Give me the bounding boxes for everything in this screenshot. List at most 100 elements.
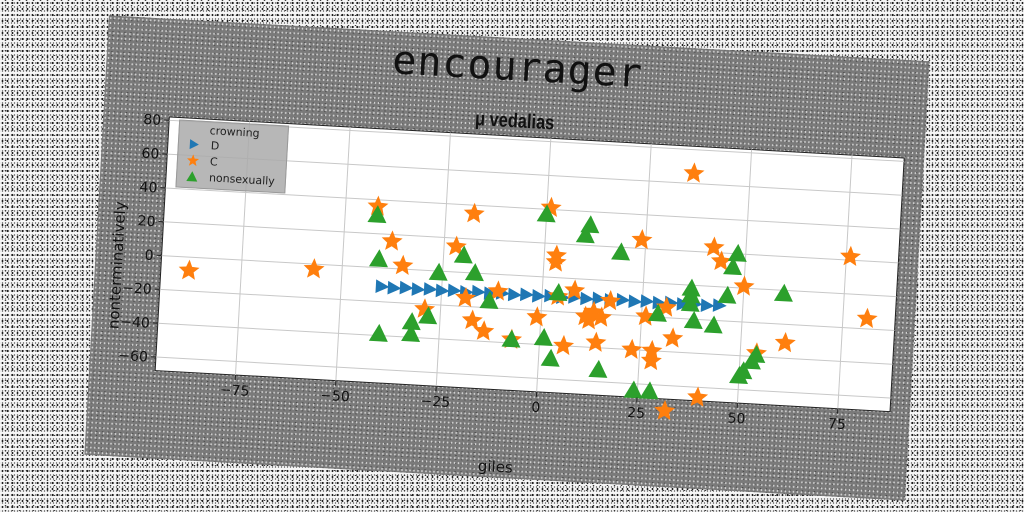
data-point-nonsexually: [501, 329, 521, 348]
y-tick-label: 80: [143, 112, 162, 129]
y-tick-label: 60: [141, 146, 160, 163]
data-point-nonsexually: [683, 310, 703, 329]
data-point-nonsexually: [575, 225, 595, 244]
data-point-nonsexually: [703, 315, 723, 334]
data-point-nonsexually: [418, 306, 438, 325]
tick-labels: −75 −50 −25 0 25 50 75 −60 −40 −20 0 20 40 60 80: [118, 112, 847, 433]
triangle-up-marker-icon: [186, 171, 198, 182]
data-point-c: [631, 229, 653, 250]
plot-area: −75 −50 −25 0 25 50 75 −60 −40 −20 0 20 40 60 80: [118, 112, 905, 433]
data-point-nonsexually: [533, 328, 553, 347]
x-tick-label: 75: [828, 416, 847, 433]
data-point-d: [507, 287, 522, 302]
data-point-c: [774, 331, 796, 353]
data-point-c: [683, 162, 705, 183]
data-point-d: [712, 298, 727, 312]
data-point-nonsexually: [723, 257, 743, 276]
data-point-c: [585, 331, 607, 352]
triangle-right-marker-icon: [189, 139, 199, 150]
legend-entry-d: D: [186, 137, 220, 153]
data-point-nonsexually: [428, 262, 448, 281]
data-point-c: [461, 309, 483, 330]
data-point-d: [435, 283, 450, 298]
x-tick-label: 0: [531, 400, 541, 416]
legend-title: crowning: [209, 124, 260, 140]
x-grid-line: [636, 143, 652, 398]
data-point-nonsexually: [401, 323, 421, 342]
data-point-c: [445, 235, 467, 256]
data-point-nonsexually: [464, 263, 484, 282]
data-point-nonsexually: [717, 285, 737, 304]
data-point-d: [580, 291, 595, 306]
legend-label-d: D: [210, 138, 220, 153]
data-point-c: [640, 349, 662, 371]
data-point-c: [414, 298, 436, 319]
data-point-d: [676, 297, 691, 311]
data-point-c: [621, 338, 643, 359]
data-point-nonsexually: [580, 215, 600, 234]
y-tick-label: 0: [144, 248, 154, 264]
data-point-d: [700, 298, 715, 313]
data-point-c: [178, 259, 200, 280]
data-point-d: [592, 291, 607, 306]
legend-entry-c: C: [186, 153, 218, 169]
data-point-c: [526, 306, 548, 327]
data-point-c: [455, 287, 476, 308]
y-tick-label: −40: [120, 314, 150, 332]
data-point-nonsexually: [540, 348, 560, 367]
y-tick-label: −20: [122, 280, 152, 298]
plot-background: [154, 116, 905, 413]
data-point-c: [635, 305, 657, 326]
data-point-nonsexually: [639, 381, 659, 400]
y-grid-line: [161, 255, 897, 298]
data-point-c: [574, 305, 596, 326]
data-point-c: [703, 236, 725, 257]
data-point-c: [545, 251, 567, 272]
y-grid-line: [155, 356, 891, 399]
data-marks: [178, 162, 878, 421]
legend-label-c: C: [209, 154, 218, 169]
data-point-c: [733, 275, 755, 296]
data-point-d: [532, 289, 546, 303]
data-point-c: [856, 307, 878, 329]
data-point-d: [423, 282, 438, 296]
grid-lines: [155, 119, 905, 409]
data-point-nonsexually: [680, 293, 700, 312]
data-point-d: [375, 279, 390, 293]
data-point-nonsexually: [623, 380, 643, 399]
x-tick-label: −75: [219, 382, 249, 400]
x-grid-line: [435, 132, 451, 387]
data-point-nonsexually: [681, 285, 701, 304]
data-point-nonsexually: [611, 242, 631, 261]
data-point-nonsexually: [367, 205, 387, 224]
data-point-d: [399, 280, 414, 295]
y-grid-line: [157, 322, 893, 365]
x-grid-line: [837, 155, 853, 409]
data-point-d: [616, 292, 631, 307]
data-point-nonsexually: [588, 359, 608, 378]
data-point-c: [662, 327, 684, 348]
x-tick-label: 25: [627, 405, 646, 422]
y-grid-line: [159, 288, 895, 331]
legend-label-nonsexually: nonsexually: [208, 170, 276, 188]
data-point-c: [599, 290, 621, 311]
data-point-c: [392, 254, 414, 275]
data-point-nonsexually: [773, 283, 793, 302]
data-point-nonsexually: [647, 303, 667, 322]
x-tick-label: −50: [320, 388, 350, 406]
data-point-c: [487, 280, 509, 301]
data-point-nonsexually: [368, 323, 388, 342]
data-point-d: [447, 283, 462, 298]
x-grid-line: [335, 127, 351, 381]
data-point-nonsexually: [401, 312, 421, 331]
data-point-nonsexually: [453, 245, 473, 264]
chart-figure: encourager μ vedalias −75 −50 −25 0 25 50 75 −6…: [84, 15, 930, 501]
data-point-nonsexually: [733, 361, 753, 380]
data-point-c: [578, 309, 600, 330]
y-grid-line: [165, 187, 901, 230]
data-point-c: [687, 386, 709, 407]
data-point-c: [710, 250, 732, 271]
data-point-d: [652, 295, 667, 310]
y-tick-label: 40: [139, 180, 158, 197]
data-point-c: [590, 306, 612, 327]
